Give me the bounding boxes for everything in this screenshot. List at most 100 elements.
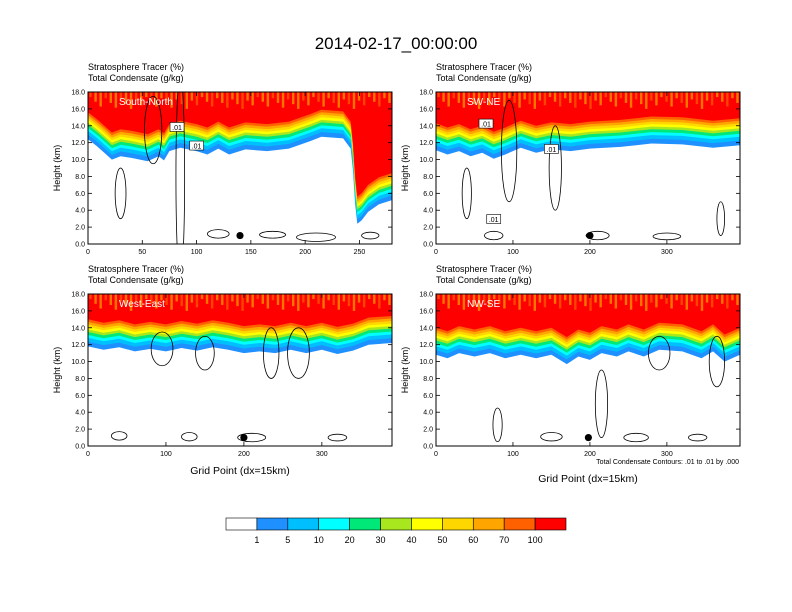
tracer-streak [119,92,123,100]
condensate-contour [716,201,726,236]
condensate-contour [237,432,267,443]
condensate-contour [150,331,174,367]
tracer-streak [675,92,678,99]
colorbar-label: 30 [376,535,386,545]
x-tick-label: 50 [138,249,146,256]
contour-note: Total Condensate Contours: .01 to .01 by… [596,459,739,466]
y-tick-label: 4.0 [423,410,433,417]
tracer-streak [488,294,491,308]
y-axis-title: Height (km) [52,347,62,394]
tracer-streak [140,92,143,106]
panels: .01 .01 South-North Stratosphere Tracer (%)… [52,62,741,485]
tracer-streak [584,294,587,307]
y-tick-label: 10.0 [419,359,433,366]
panel-sw-ne: .01 .01 .01 SW-NE Stratosphere Tracer (%)Tot… [400,62,741,256]
y-tick-label: 4.0 [75,410,85,417]
tracer-streak [383,294,386,301]
panel-label: Total Condensate (g/kg) [88,73,184,83]
tracer-streak [114,92,118,108]
tracer-streak [609,92,612,102]
panel-label: Total Condensate (g/kg) [88,275,184,285]
tracer-streak [680,92,683,103]
contour-label-box [486,214,502,224]
tracer-streak [210,294,214,309]
contour-label: .01 [172,125,182,132]
tracer-streak [145,92,148,98]
tracer-streak [528,92,531,105]
colorbar-label: 40 [406,535,416,545]
tracer-streak [378,92,381,107]
tracer-streak [665,294,668,304]
tracer-streak [716,92,719,98]
y-tick-label: 6.0 [423,191,433,198]
tracer-band-top [88,92,392,197]
tracer-streak [271,294,275,301]
tracer-streak [322,92,325,107]
y-tick-label: 0.0 [75,242,85,249]
x-tick-label: 300 [661,249,673,256]
tracer-streak [462,294,466,310]
tracer-streak [89,92,92,98]
colorbar-label: 60 [468,535,478,545]
tracer-streak [655,294,658,308]
tracer-streak [488,92,491,106]
tracer-streak [286,294,290,302]
y-tick-label: 8.0 [423,376,433,383]
colorbar-swatch [318,517,350,531]
tracer-streak [645,92,648,109]
tracer-streak [437,92,440,98]
condensate-contour [181,432,198,442]
condensate-contour [110,431,128,441]
tracer-streak [564,92,567,99]
tracer-streak [205,294,209,304]
location-marker [586,231,594,240]
tracer-streak [452,92,455,99]
contour-label-box [189,140,204,151]
y-tick-label: 12.0 [71,140,85,147]
tracer-streak [160,92,163,99]
tracer-streak [690,92,694,100]
tracer-streak [129,92,133,109]
tracer-streak [609,294,612,304]
condensate-contour [327,433,348,442]
tracer-streak [332,294,335,305]
tracer-streak [216,294,219,301]
tracer-streak [378,294,381,309]
x-tick-label: 0 [86,451,90,458]
tracer-streak [589,294,592,311]
tracer-streak [286,92,290,100]
panel-name: SW-NE [467,97,500,108]
colorbar-swatch [472,517,505,531]
panel-west-east: West-East Stratosphere Tracer (%)Total Co… [52,264,393,477]
tracer-streak [695,92,699,105]
plot-frame [435,91,741,245]
tracer-band-top [88,294,392,327]
y-tick-label: 18.0 [419,292,433,299]
colorbar-label: 50 [437,535,447,545]
tracer-streak [281,92,285,108]
tracer-streak [523,294,526,302]
tracer-streak [457,92,460,103]
condensate-contour [540,432,563,442]
tracer-streak [731,92,734,99]
tracer-streak [357,92,361,101]
tracer-streak [700,294,704,311]
tracer-streak [185,92,188,109]
tracer-streak [513,294,516,305]
colorbar-swatch [256,517,289,531]
colorbar-swatch [287,517,320,531]
tracer-streak [200,92,204,98]
panel-south-north: .01 .01 South-North Stratosphere Tracer (%)… [52,62,393,256]
condensate-contour [207,229,230,239]
y-tick-label: 0.0 [75,444,85,451]
x-tick-label: 0 [434,451,438,458]
tracer-streak [292,92,295,105]
tracer-streak [297,294,300,311]
colorbar-swatch [225,517,258,531]
tracer-streak [251,92,254,106]
tracer-streak [170,294,173,310]
colorbar-label: 70 [499,535,509,545]
tracer-streak [457,294,460,305]
tracer-streak [670,92,673,107]
condensate-contour [594,369,609,438]
